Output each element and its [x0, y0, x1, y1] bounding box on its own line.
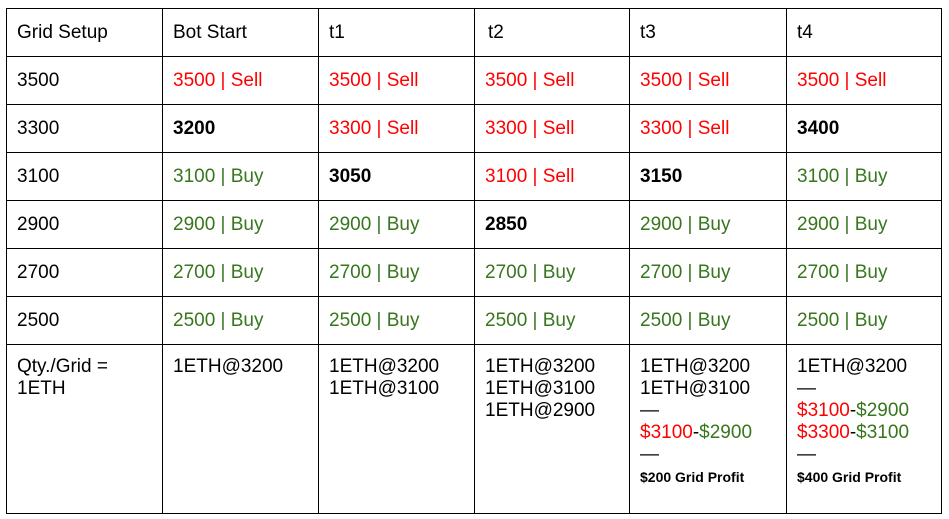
- pair-sell: $3300: [797, 422, 850, 443]
- pair-dash: -: [692, 422, 700, 443]
- pair-buy: $2900: [856, 400, 910, 421]
- grid-cell: 2500 | Buy: [786, 296, 942, 345]
- qty-row: Qty./Grid = 1ETH 1ETH@3200 1ETH@3200 1ET…: [6, 344, 942, 514]
- holding-line: 1ETH@3100: [640, 378, 751, 399]
- table-row: 2500 2500 | Buy 2500 | Buy 2500 | Buy 25…: [6, 296, 942, 345]
- separator: —: [797, 378, 816, 399]
- qty-t2: 1ETH@3200 1ETH@3100 1ETH@2900: [474, 344, 630, 514]
- grid-cell: 2900 | Buy: [318, 200, 475, 249]
- grid-cell-price: 3200: [162, 104, 319, 153]
- grid-profit: $200 Grid Profit: [640, 469, 745, 485]
- holding-line: 1ETH@3100: [485, 378, 596, 399]
- trade-pair: $3100-$2900: [640, 422, 776, 444]
- pair-dash: -: [849, 400, 857, 421]
- header-t2: t2: [474, 8, 630, 57]
- qty-t1: 1ETH@3200 1ETH@3100: [318, 344, 475, 514]
- grid-level: 3500: [6, 56, 163, 105]
- holding-line: 1ETH@3200: [173, 356, 284, 377]
- holding-line: 1ETH@3200: [485, 356, 596, 377]
- grid-cell: 2700 | Buy: [318, 248, 475, 297]
- trade-pair: $3100-$2900: [797, 400, 931, 422]
- grid-cell-price: 3050: [318, 152, 475, 201]
- table-row: 2700 2700 | Buy 2700 | Buy 2700 | Buy 27…: [6, 248, 942, 297]
- grid-cell: 2500 | Buy: [474, 296, 630, 345]
- holding-line: 1ETH@3200: [797, 356, 908, 377]
- header-t1: t1: [318, 8, 475, 57]
- grid-cell: 2500 | Buy: [318, 296, 475, 345]
- grid-cell: 2700 | Buy: [629, 248, 787, 297]
- grid-level: 2900: [6, 200, 163, 249]
- grid-cell: 2900 | Buy: [786, 200, 942, 249]
- pair-buy: $2900: [699, 422, 753, 443]
- table-row: 2900 2900 | Buy 2900 | Buy 2850 2900 | B…: [6, 200, 942, 249]
- grid-cell: 3100 | Buy: [162, 152, 319, 201]
- grid-cell-price: 3400: [786, 104, 942, 153]
- header-t3: t3: [629, 8, 787, 57]
- separator: —: [797, 444, 816, 465]
- separator: —: [640, 444, 659, 465]
- grid-cell: 2900 | Buy: [162, 200, 319, 249]
- header-bot-start: Bot Start: [162, 8, 319, 57]
- grid-cell: 2700 | Buy: [474, 248, 630, 297]
- grid-level: 2700: [6, 248, 163, 297]
- pair-dash: -: [849, 422, 857, 443]
- header-t4: t4: [786, 8, 942, 57]
- table-row: 3500 3500 | Sell 3500 | Sell 3500 | Sell…: [6, 56, 942, 105]
- grid-cell-price: 3150: [629, 152, 787, 201]
- pair-sell: $3100: [797, 400, 850, 421]
- qty-label: Qty./Grid = 1ETH: [6, 344, 163, 514]
- header-grid-setup: Grid Setup: [6, 8, 163, 57]
- grid-cell: 3300 | Sell: [629, 104, 787, 153]
- grid-cell: 2700 | Buy: [162, 248, 319, 297]
- separator: —: [640, 400, 659, 421]
- holding-line: 1ETH@3200: [329, 356, 440, 377]
- grid-cell-price: 2850: [474, 200, 630, 249]
- table-row: 3100 3100 | Buy 3050 3100 | Sell 3150 31…: [6, 152, 942, 201]
- grid-profit: $400 Grid Profit: [797, 469, 902, 485]
- pair-buy: $3100: [856, 422, 910, 443]
- qty-t3: 1ETH@3200 1ETH@3100 — $3100-$2900 — $200…: [629, 344, 787, 514]
- qty-bot-start: 1ETH@3200: [162, 344, 319, 514]
- grid-level: 3100: [6, 152, 163, 201]
- grid-cell: 3300 | Sell: [474, 104, 630, 153]
- trade-pair: $3300-$3100: [797, 422, 931, 444]
- grid-level: 2500: [6, 296, 163, 345]
- grid-level: 3300: [6, 104, 163, 153]
- grid-cell: 3500 | Sell: [786, 56, 942, 105]
- qty-t4: 1ETH@3200 — $3100-$2900 $3300-$3100 — $4…: [786, 344, 942, 514]
- pair-sell: $3100: [640, 422, 693, 443]
- holding-line: 1ETH@3100: [329, 378, 440, 399]
- grid-cell: 3500 | Sell: [318, 56, 475, 105]
- grid-cell: 3100 | Buy: [786, 152, 942, 201]
- header-row: Grid Setup Bot Start t1 t2 t3 t4: [6, 8, 942, 57]
- grid-cell: 3300 | Sell: [318, 104, 475, 153]
- table-row: 3300 3200 3300 | Sell 3300 | Sell 3300 |…: [6, 104, 942, 153]
- grid-cell: 3500 | Sell: [162, 56, 319, 105]
- grid-cell: 3500 | Sell: [474, 56, 630, 105]
- grid-cell: 3500 | Sell: [629, 56, 787, 105]
- grid-cell: 3100 | Sell: [474, 152, 630, 201]
- grid-cell: 2900 | Buy: [629, 200, 787, 249]
- grid-cell: 2500 | Buy: [162, 296, 319, 345]
- grid-cell: 2700 | Buy: [786, 248, 942, 297]
- grid-cell: 2500 | Buy: [629, 296, 787, 345]
- holding-line: 1ETH@3200: [640, 356, 751, 377]
- holding-line: 1ETH@2900: [485, 400, 596, 421]
- grid-bot-table: Grid Setup Bot Start t1 t2 t3 t4 3500 35…: [6, 8, 942, 514]
